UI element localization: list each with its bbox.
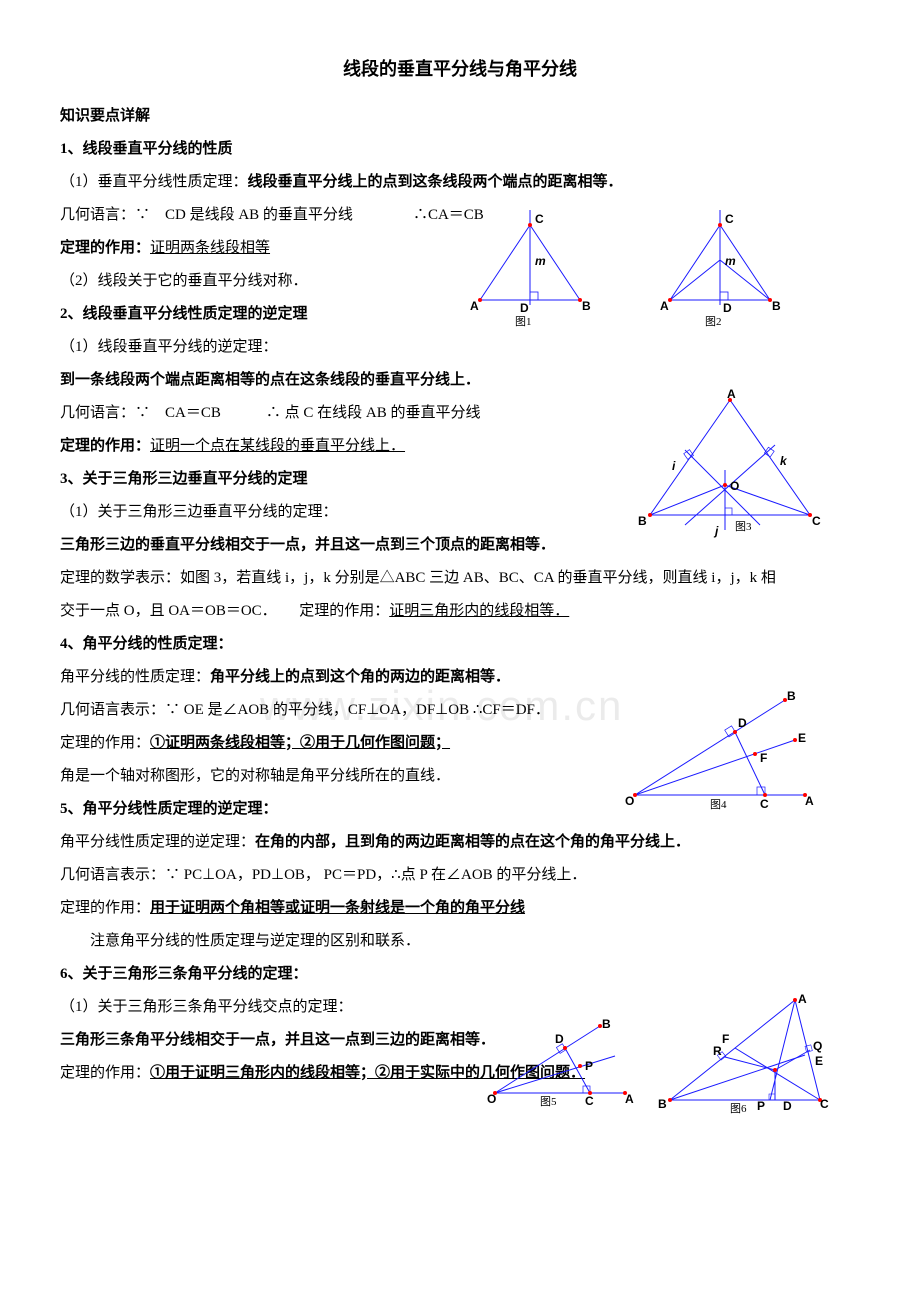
svg-text:图6: 图6 [730,1102,747,1115]
svg-text:图1: 图1 [515,315,532,328]
svg-text:O: O [625,794,634,808]
s2-p4b: 证明一个点在某线段的垂直平分线上． [150,438,405,454]
s5-p4: 注意角平分线的性质定理与逆定理的区别和联系． [60,925,860,958]
svg-text:C: C [585,1094,594,1108]
svg-text:C: C [760,797,769,811]
svg-text:R: R [713,1044,722,1058]
s2-p3a: 几何语言：∵ CA＝CB [60,405,221,421]
s5-p1: 角平分线性质定理的逆定理：在角的内部，且到角的两边距离相等的点在这个角的角平分线… [60,826,860,859]
s5-p1b: 在角的内部，且到角的两边距离相等的点在这个角的角平分线上． [255,834,690,850]
s4-heading: 4、角平分线的性质定理： [60,628,860,661]
svg-text:图3: 图3 [735,520,752,533]
svg-text:C: C [725,212,734,226]
svg-text:B: B [638,514,647,528]
svg-text:图4: 图4 [710,798,727,811]
svg-text:F: F [760,751,767,765]
s2-p3b: ∴ 点 C 在线段 AB 的垂直平分线 [266,405,481,421]
svg-text:m: m [535,254,546,268]
svg-text:D: D [738,716,747,730]
svg-text:图5: 图5 [540,1095,557,1108]
svg-text:F: F [722,1032,729,1046]
s1-p3b: 证明两条线段相等 [150,240,270,256]
svg-text:O: O [730,479,739,493]
s3-p3: 定理的数学表示：如图 3，若直线 i，j，k 分别是△ABC 三边 AB、BC、… [60,562,860,595]
svg-text:k: k [780,454,788,468]
s3-p4a: 交于一点 O，且 OA＝OB＝OC． [60,603,269,619]
svg-text:j: j [713,524,719,538]
s4-p3b: ①证明两条线段相等；②用于几何作图问题； [150,735,450,751]
svg-text:B: B [658,1097,667,1111]
svg-text:A: A [727,387,736,401]
figure-4: O A B C D E F 图4 [620,690,820,823]
svg-text:E: E [815,1054,823,1068]
s1-p1b: 线段垂直平分线上的点到这条线段两个端点的距离相等． [248,174,623,190]
svg-text:A: A [798,992,807,1006]
svg-text:A: A [805,794,814,808]
document-root: www.zixin.com.cn 线段的垂直平分线与角平分线 知识要点详解 1、… [60,50,860,1090]
s4-p1a: 角平分线的性质定理： [60,669,210,685]
s3-p4: 交于一点 O，且 OA＝OB＝OC． 定理的作用：证明三角形内的线段相等． [60,595,860,628]
svg-text:m: m [725,254,736,268]
svg-text:P: P [585,1059,593,1073]
figure-1: A B C D m 图1 [460,210,600,343]
svg-text:D: D [555,1032,564,1046]
svg-text:B: B [772,299,781,313]
s1-p1: （1）垂直平分线性质定理：线段垂直平分线上的点到这条线段两个端点的距离相等． [60,166,860,199]
s5-p1a: 角平分线性质定理的逆定理： [60,834,255,850]
svg-text:P: P [757,1099,765,1113]
s5-p2: 几何语言表示：∵ PC⊥OA，PD⊥OB， PC＝PD，∴点 P 在∠AOB 的… [60,859,860,892]
svg-text:O: O [487,1092,496,1106]
figure-6: A B C D E F P Q R 图6 [655,995,835,1128]
svg-text:A: A [660,299,669,313]
s2-p4a: 定理的作用： [60,438,150,454]
s1-heading: 1、线段垂直平分线的性质 [60,133,860,166]
svg-text:B: B [582,299,591,313]
svg-text:A: A [625,1092,634,1106]
figure-5: O A B C D P 图5 [485,1018,635,1121]
page-title: 线段的垂直平分线与角平分线 [60,50,860,90]
s5-p3: 定理的作用：用于证明两个角相等或证明一条射线是一个角的角平分线 [60,892,860,925]
svg-text:D: D [723,301,732,315]
s6-p3a: 定理的作用： [60,1065,150,1081]
s1-p1a: （1）垂直平分线性质定理： [60,174,248,190]
s4-p1: 角平分线的性质定理：角平分线上的点到这个角的两边的距离相等． [60,661,860,694]
svg-text:B: B [602,1017,611,1031]
svg-text:A: A [470,299,479,313]
svg-text:C: C [812,514,821,528]
s5-p3b: 用于证明两个角相等或证明一条射线是一个角的角平分线 [150,900,525,916]
svg-text:图2: 图2 [705,315,722,328]
s5-p3a: 定理的作用： [60,900,150,916]
svg-text:B: B [787,689,796,703]
figure-3: A B C O i k j 图3 [630,390,830,553]
svg-text:C: C [535,212,544,226]
svg-text:D: D [520,301,529,315]
s4-p3a: 定理的作用： [60,735,150,751]
s3-p4b: 定理的作用： [299,603,389,619]
s6-heading: 6、关于三角形三条角平分线的定理： [60,958,860,991]
heading-knowledge: 知识要点详解 [60,100,860,133]
s4-p1b: 角平分线上的点到这个角的两边的距离相等． [210,669,510,685]
svg-text:C: C [820,1097,829,1111]
svg-text:i: i [672,459,676,473]
svg-text:D: D [783,1099,792,1113]
svg-text:E: E [798,731,806,745]
s1-p2a: 几何语言：∵ CD 是线段 AB 的垂直平分线 [60,207,353,223]
s1-p3a: 定理的作用： [60,240,150,256]
svg-text:Q: Q [813,1039,822,1053]
s3-p4c: 证明三角形内的线段相等． [389,603,569,619]
figure-2: A B C D m 图2 [650,210,790,343]
